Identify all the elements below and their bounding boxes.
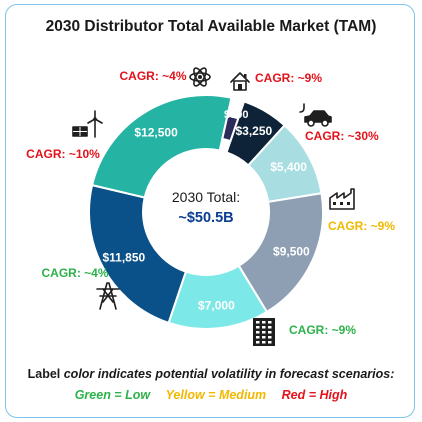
slice-value-label: $12,500 (134, 125, 178, 139)
slice-value-label: $7,000 (198, 298, 235, 312)
slice-value-label: $11,850 (102, 251, 145, 265)
slice-value-labels: $3,250 $5,400 $9,500 $7,000 $11,850 $12,500 $9… (102, 109, 310, 312)
slice-value-label: $9,500 (273, 244, 310, 258)
office-building-icon (253, 318, 275, 346)
solar-wind-icon (72, 110, 103, 138)
cagr-label: CAGR: ~9% (255, 71, 322, 85)
atom-icon (189, 67, 211, 87)
center-total-label: 2030 Total: (172, 189, 240, 205)
slice-value-label: $5,400 (270, 160, 307, 174)
volatility-legend: Green = Low Yellow = Medium Red = High (0, 388, 422, 402)
house-icon (230, 72, 250, 91)
slice-value-label: $3,250 (236, 124, 273, 138)
electric-car-icon (299, 103, 332, 127)
cagr-labels: CAGR: ~9% CAGR: ~30% CAGR: ~9% CAGR: ~9% CAG… (26, 69, 395, 337)
slice-6 (221, 114, 240, 143)
segment-icons (72, 67, 355, 346)
slice-value-label: $900 (224, 109, 248, 121)
center-total-value: ~$50.5B (178, 210, 233, 226)
legend-red-high: Red = High (281, 388, 348, 402)
volatility-note-prefix: Label (27, 367, 64, 381)
cagr-label: CAGR: ~30% (305, 129, 379, 143)
chart-frame (5, 4, 415, 418)
legend-green-low: Green = Low (74, 388, 151, 402)
slice-5 (90, 94, 233, 199)
cagr-label: CAGR: ~9% (289, 323, 356, 337)
legend-yellow-medium: Yellow = Medium (165, 388, 267, 402)
factory-icon (329, 188, 355, 210)
cagr-label: CAGR: ~4% (119, 69, 186, 83)
volatility-note-italic: color indicates potential volatility in … (63, 367, 395, 381)
cagr-label: CAGR: ~4% (41, 266, 108, 280)
cagr-label: CAGR: ~10% (26, 147, 100, 161)
volatility-note: Label color indicates potential volatili… (0, 367, 422, 381)
transmission-tower-icon (96, 282, 120, 310)
chart-title: 2030 Distributor Total Available Market … (45, 18, 377, 35)
slice-4 (88, 183, 188, 325)
donut-slices (88, 94, 324, 330)
cagr-label: CAGR: ~9% (328, 219, 395, 233)
